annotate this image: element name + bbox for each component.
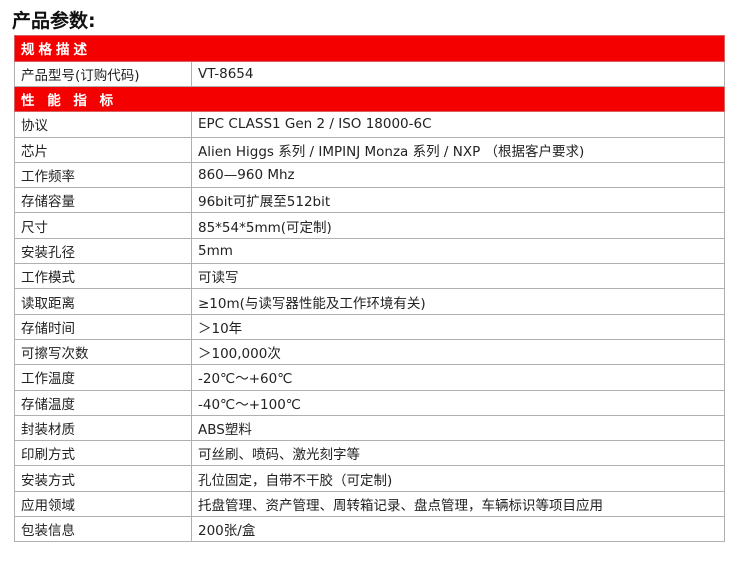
spec-value: ≥10m(与读写器性能及工作环境有关) <box>191 288 725 315</box>
product-spec-table: 规格描述 产品型号(订购代码) VT-8654 性 能 指 标协议 EPC CLASS1… <box>14 35 725 543</box>
table-row: 协议 EPC CLASS1 Gen 2 / ISO 18000-6C <box>14 111 725 138</box>
spec-label: 芯片 <box>14 136 192 163</box>
table-row: 应用领域 托盘管理、资产管理、周转箱记录、盘点管理，车辆标识等项目应用 <box>14 490 725 518</box>
table-row: 包装信息 200张/盒 <box>14 516 725 543</box>
spec-label: 安装孔径 <box>14 237 192 265</box>
spec-label: 工作模式 <box>14 263 192 290</box>
table-row: 存储温度 -40℃～+100℃ <box>14 389 725 416</box>
table-row: 印刷方式 可丝刷、喷码、激光刻字等 <box>14 440 725 467</box>
spec-value: 85*54*5mm(可定制) <box>191 212 725 239</box>
section-heading: 规格描述 <box>14 35 725 62</box>
spec-value: 860—960 Mhz <box>191 161 725 189</box>
table-row: 存储时间 ＞10年 <box>14 313 725 340</box>
spec-value: -20℃～+60℃ <box>191 364 725 391</box>
table-row: 安装方式 孔位固定，自带不干胶（可定制) <box>14 465 725 492</box>
spec-value: 200张/盒 <box>191 516 725 543</box>
spec-label: 存储容量 <box>14 187 192 214</box>
table-row: 封装材质 ABS塑料 <box>14 414 725 442</box>
spec-label: 工作温度 <box>14 364 192 391</box>
spec-value: EPC CLASS1 Gen 2 / ISO 18000-6C <box>191 111 725 138</box>
spec-value: Alien Higgs 系列 / IMPINJ Monza 系列 / NXP （… <box>191 136 725 163</box>
page-title: 产品参数: <box>12 10 96 32</box>
spec-label: 封装材质 <box>14 414 192 442</box>
section-header: 性 能 指 标 <box>14 85 725 113</box>
spec-label: 存储时间 <box>14 313 192 340</box>
spec-label: 印刷方式 <box>14 440 192 467</box>
spec-value: -40℃～+100℃ <box>191 389 725 416</box>
table-row: 安装孔径 5mm <box>14 237 725 265</box>
table-row: 产品型号(订购代码) VT-8654 <box>14 60 725 87</box>
spec-value: 可丝刷、喷码、激光刻字等 <box>191 440 725 467</box>
section-header: 规格描述 <box>14 35 725 62</box>
spec-label: 尺寸 <box>14 212 192 239</box>
spec-value: VT-8654 <box>191 60 725 87</box>
table-row: 读取距离 ≥10m(与读写器性能及工作环境有关) <box>14 288 725 315</box>
table-row: 工作温度 -20℃～+60℃ <box>14 364 725 391</box>
spec-value: 可读写 <box>191 263 725 290</box>
spec-value: 5mm <box>191 237 725 265</box>
table-row: 尺寸 85*54*5mm(可定制) <box>14 212 725 239</box>
spec-label: 工作频率 <box>14 161 192 189</box>
section-heading: 性 能 指 标 <box>14 85 725 113</box>
spec-value: ＞100,000次 <box>191 338 725 366</box>
table-row: 可擦写次数 ＞100,000次 <box>14 338 725 366</box>
table-row: 存储容量 96bit可扩展至512bit <box>14 187 725 214</box>
spec-value: ＞10年 <box>191 313 725 340</box>
spec-label: 协议 <box>14 111 192 138</box>
table-row: 芯片 Alien Higgs 系列 / IMPINJ Monza 系列 / NXP… <box>14 136 725 163</box>
spec-value: 96bit可扩展至512bit <box>191 187 725 214</box>
spec-label: 存储温度 <box>14 389 192 416</box>
spec-label: 包装信息 <box>14 516 192 543</box>
table-row: 工作频率 860—960 Mhz <box>14 161 725 189</box>
spec-value: ABS塑料 <box>191 414 725 442</box>
spec-label: 安装方式 <box>14 465 192 492</box>
table-row: 工作模式 可读写 <box>14 263 725 290</box>
spec-value: 孔位固定，自带不干胶（可定制) <box>191 465 725 492</box>
spec-label: 产品型号(订购代码) <box>14 60 192 87</box>
spec-label: 应用领域 <box>14 490 192 518</box>
spec-label: 可擦写次数 <box>14 338 192 366</box>
spec-value: 托盘管理、资产管理、周转箱记录、盘点管理，车辆标识等项目应用 <box>191 490 725 518</box>
spec-label: 读取距离 <box>14 288 192 315</box>
